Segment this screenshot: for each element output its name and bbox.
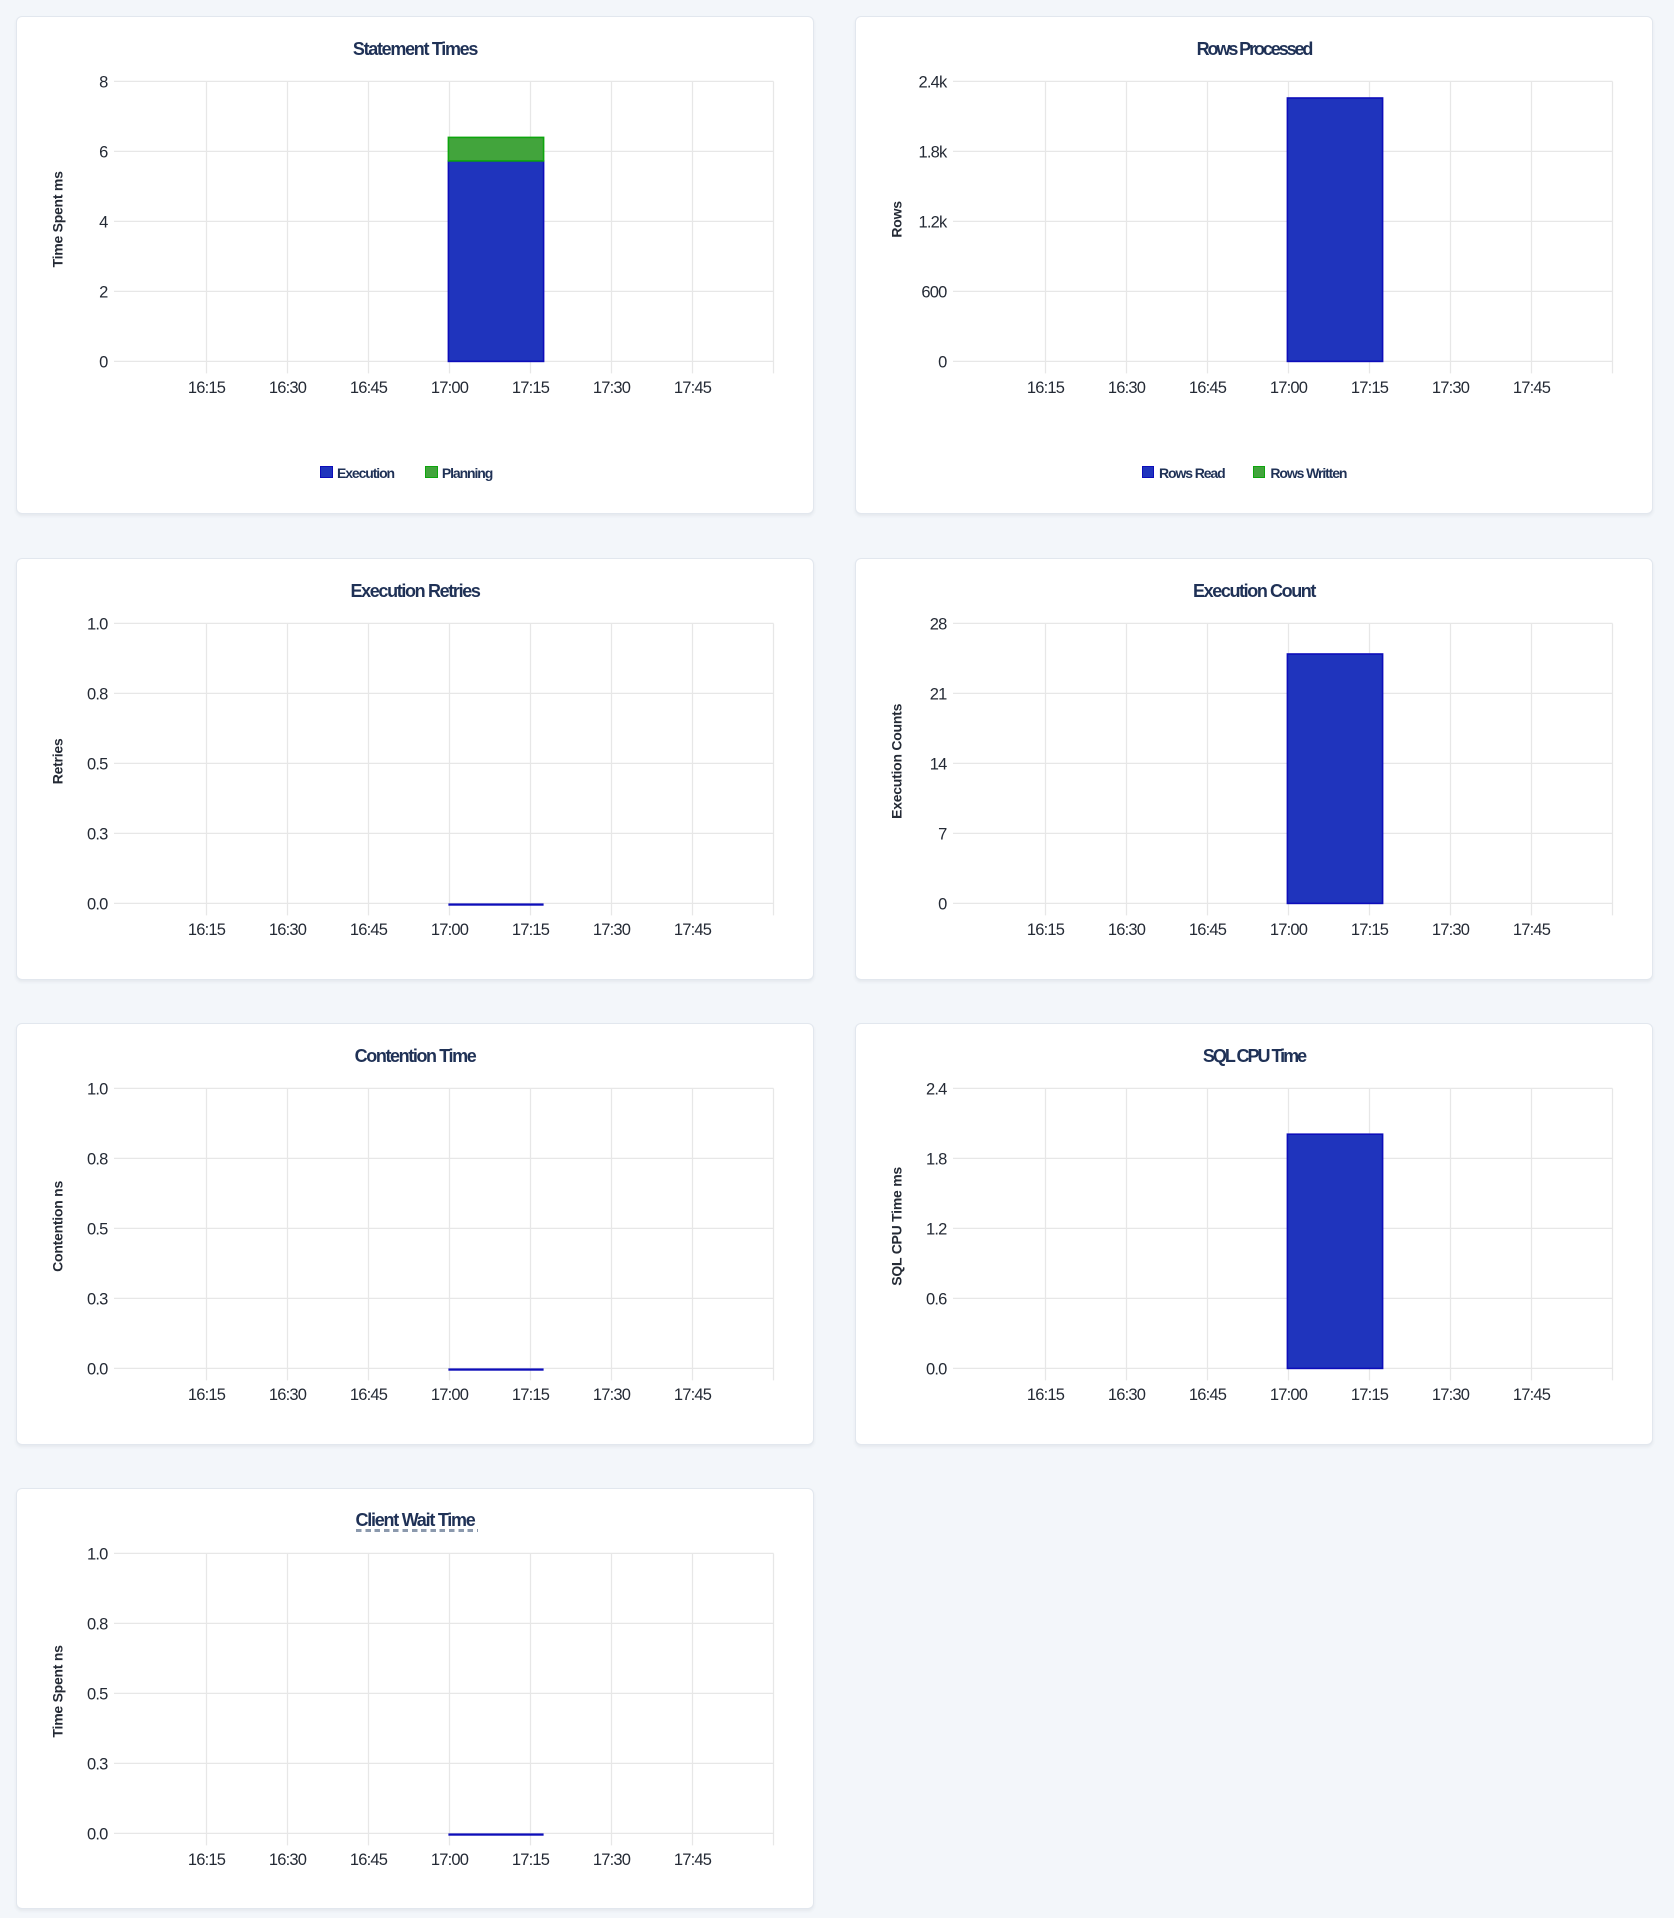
svg-text:17:30: 17:30 (593, 921, 631, 939)
svg-text:16:30: 16:30 (269, 1386, 307, 1404)
svg-text:14: 14 (930, 755, 947, 773)
svg-text:17:15: 17:15 (512, 1386, 550, 1404)
svg-text:17:30: 17:30 (1432, 1386, 1470, 1404)
svg-text:SQL CPU Time ms: SQL CPU Time ms (889, 1167, 905, 1286)
svg-text:16:45: 16:45 (350, 1851, 388, 1869)
svg-text:2.4: 2.4 (926, 1080, 947, 1098)
svg-text:16:45: 16:45 (1189, 379, 1227, 397)
svg-text:Contention ns: Contention ns (50, 1181, 66, 1272)
svg-text:17:00: 17:00 (1270, 379, 1308, 397)
svg-text:Retries: Retries (50, 738, 66, 784)
svg-text:17:30: 17:30 (1432, 921, 1470, 939)
svg-text:0.5: 0.5 (87, 1220, 108, 1238)
svg-text:0.3: 0.3 (87, 1290, 108, 1308)
svg-text:Execution Counts: Execution Counts (889, 703, 905, 818)
svg-text:16:15: 16:15 (188, 1851, 226, 1869)
svg-text:17:00: 17:00 (431, 1386, 469, 1404)
svg-text:17:00: 17:00 (1270, 1386, 1308, 1404)
svg-text:17:45: 17:45 (1513, 379, 1551, 397)
svg-text:6: 6 (99, 143, 108, 161)
svg-text:600: 600 (921, 283, 947, 301)
svg-text:16:45: 16:45 (350, 1386, 388, 1404)
svg-text:0.0: 0.0 (87, 895, 108, 913)
svg-text:17:30: 17:30 (593, 1386, 631, 1404)
svg-text:16:30: 16:30 (269, 1851, 307, 1869)
svg-text:4: 4 (99, 213, 108, 231)
svg-text:0.8: 0.8 (87, 685, 108, 703)
svg-text:17:30: 17:30 (1432, 379, 1470, 397)
svg-text:0.3: 0.3 (87, 1755, 108, 1773)
svg-text:Time Spent ns: Time Spent ns (50, 1644, 66, 1737)
svg-text:0.3: 0.3 (87, 825, 108, 843)
svg-text:16:30: 16:30 (269, 379, 307, 397)
svg-text:16:15: 16:15 (1027, 379, 1065, 397)
svg-text:16:30: 16:30 (1108, 1386, 1146, 1404)
svg-text:16:15: 16:15 (1027, 1386, 1065, 1404)
svg-text:16:45: 16:45 (350, 379, 388, 397)
svg-text:8: 8 (99, 73, 108, 91)
svg-text:16:30: 16:30 (1108, 921, 1146, 939)
svg-text:7: 7 (938, 825, 947, 843)
svg-text:Time Spent ms: Time Spent ms (50, 171, 66, 268)
svg-text:28: 28 (930, 615, 947, 633)
svg-text:0: 0 (938, 895, 947, 913)
svg-text:17:45: 17:45 (674, 1851, 712, 1869)
svg-text:0.0: 0.0 (87, 1825, 108, 1843)
svg-text:17:15: 17:15 (1351, 921, 1389, 939)
svg-text:0.8: 0.8 (87, 1615, 108, 1633)
svg-text:Rows: Rows (889, 201, 905, 238)
svg-text:17:00: 17:00 (431, 1851, 469, 1869)
svg-text:2: 2 (99, 283, 108, 301)
svg-text:17:30: 17:30 (593, 1851, 631, 1869)
svg-text:17:15: 17:15 (1351, 379, 1389, 397)
svg-text:0: 0 (99, 353, 108, 371)
svg-text:21: 21 (930, 685, 947, 703)
svg-text:17:00: 17:00 (431, 379, 469, 397)
svg-text:2.4k: 2.4k (919, 73, 949, 91)
svg-text:1.2: 1.2 (926, 1220, 947, 1238)
svg-text:17:00: 17:00 (1270, 921, 1308, 939)
svg-text:1.0: 1.0 (87, 1080, 108, 1098)
svg-text:1.2k: 1.2k (919, 213, 949, 231)
svg-text:17:15: 17:15 (512, 1851, 550, 1869)
svg-text:17:15: 17:15 (1351, 1386, 1389, 1404)
svg-text:16:45: 16:45 (350, 921, 388, 939)
svg-text:1.0: 1.0 (87, 1545, 108, 1563)
svg-text:16:15: 16:15 (188, 1386, 226, 1404)
svg-text:17:45: 17:45 (674, 921, 712, 939)
svg-text:1.8: 1.8 (926, 1150, 947, 1168)
svg-text:0.0: 0.0 (926, 1360, 947, 1378)
svg-text:1.0: 1.0 (87, 615, 108, 633)
svg-text:16:45: 16:45 (1189, 1386, 1227, 1404)
svg-text:17:45: 17:45 (674, 379, 712, 397)
svg-text:17:45: 17:45 (1513, 1386, 1551, 1404)
svg-text:16:15: 16:15 (188, 921, 226, 939)
svg-text:0.5: 0.5 (87, 755, 108, 773)
svg-text:0.5: 0.5 (87, 1685, 108, 1703)
svg-text:0.6: 0.6 (926, 1290, 947, 1308)
svg-text:17:30: 17:30 (593, 379, 631, 397)
svg-text:16:45: 16:45 (1189, 921, 1227, 939)
svg-text:17:45: 17:45 (674, 1386, 712, 1404)
svg-text:17:45: 17:45 (1513, 921, 1551, 939)
svg-text:16:15: 16:15 (188, 379, 226, 397)
svg-text:0.0: 0.0 (87, 1360, 108, 1378)
svg-text:0: 0 (938, 353, 947, 371)
svg-text:16:30: 16:30 (269, 921, 307, 939)
svg-text:17:15: 17:15 (512, 379, 550, 397)
svg-text:1.8k: 1.8k (919, 143, 949, 161)
svg-text:17:00: 17:00 (431, 921, 469, 939)
svg-text:16:30: 16:30 (1108, 379, 1146, 397)
svg-text:16:15: 16:15 (1027, 921, 1065, 939)
svg-text:0.8: 0.8 (87, 1150, 108, 1168)
svg-text:17:15: 17:15 (512, 921, 550, 939)
